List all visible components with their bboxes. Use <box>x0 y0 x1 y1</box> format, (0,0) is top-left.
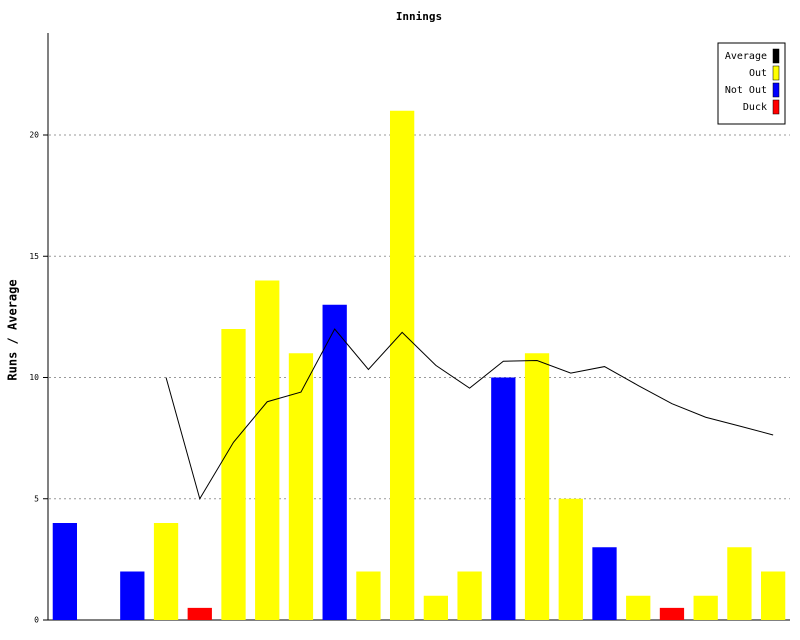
bar <box>558 498 583 620</box>
bar <box>659 607 685 620</box>
bar <box>389 110 415 620</box>
bar <box>423 595 449 620</box>
legend-label: Duck <box>743 102 767 113</box>
bar <box>255 280 280 620</box>
y-tick-label: 15 <box>29 252 39 261</box>
legend-swatch <box>772 99 780 115</box>
legend-swatch <box>772 82 780 98</box>
bar <box>457 571 482 620</box>
legend-label: Out <box>749 68 767 79</box>
bar <box>288 353 314 620</box>
bar <box>153 523 179 620</box>
legend-label: Average <box>725 51 767 62</box>
bar <box>187 607 212 620</box>
bar <box>693 595 718 620</box>
legend-swatch <box>772 48 780 64</box>
bar <box>120 571 145 620</box>
y-tick-label: 10 <box>29 373 39 382</box>
chart-title: Innings <box>396 10 442 23</box>
bar <box>760 571 786 620</box>
bar <box>592 547 617 620</box>
legend-swatch <box>772 65 780 81</box>
legend-label: Not Out <box>725 85 767 96</box>
y-tick-label: 5 <box>34 494 39 503</box>
average-line <box>165 328 774 501</box>
bar <box>322 304 347 620</box>
y-tick-label: 0 <box>34 616 39 625</box>
bar <box>524 353 550 620</box>
y-axis-label: Runs / Average <box>6 279 20 380</box>
bar <box>491 377 516 620</box>
bar <box>221 329 246 620</box>
bar <box>356 571 381 620</box>
bar <box>626 595 651 620</box>
bar <box>52 523 78 620</box>
y-tick-label: 20 <box>29 131 39 140</box>
bar <box>727 547 752 620</box>
